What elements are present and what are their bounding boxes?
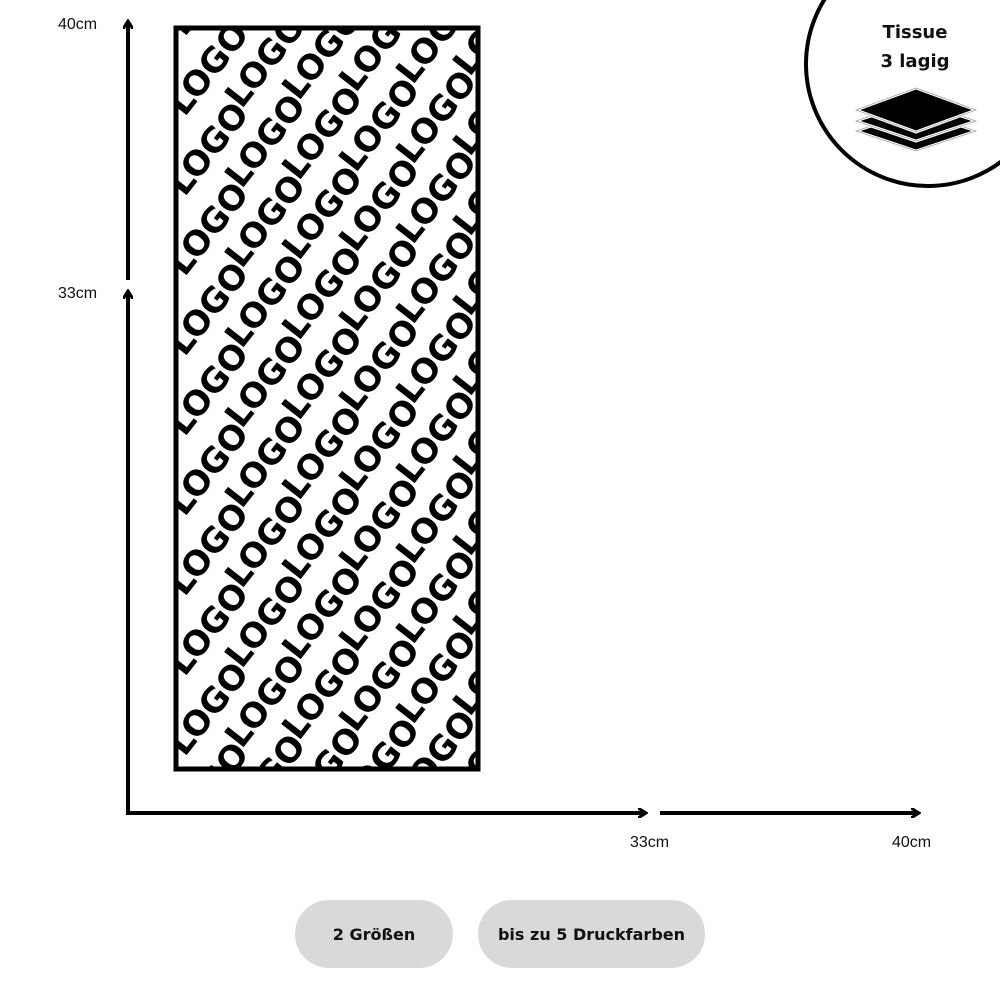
print-colors-pill: bis zu 5 Druckfarben (478, 900, 705, 968)
logo-text: LOGO (445, 0, 542, 3)
logo-text: LOGO (331, 791, 428, 899)
badge-title: Tissue (882, 22, 948, 43)
width-max-label: 40cm (892, 834, 932, 851)
height-max-label: 40cm (58, 16, 98, 33)
layers-icon (851, 86, 981, 153)
logo-text: LOGO (445, 0, 542, 83)
width-min-label: 33cm (630, 834, 670, 851)
logo-text: LOGO (217, 807, 314, 915)
logo-pattern: LOGOLOGOLOGOLOGOLOGOLOGOLOGOLOGOLOGOLOGO… (160, 0, 542, 923)
logo-text: LOGO (274, 0, 371, 27)
logo-text: LOGO (388, 783, 485, 891)
sizes-pill: 2 Größen (295, 900, 453, 968)
logo-text: LOGO (160, 815, 257, 923)
logo-text: LOGO (445, 775, 542, 883)
badge-subtitle: 3 lagig (880, 51, 950, 72)
logo-text: LOGO (274, 799, 371, 907)
height-min-label: 33cm (58, 285, 98, 302)
logo-text: LOGO (388, 0, 485, 11)
logo-text: LOGO (331, 0, 428, 19)
napkin-outline (173, 25, 481, 772)
